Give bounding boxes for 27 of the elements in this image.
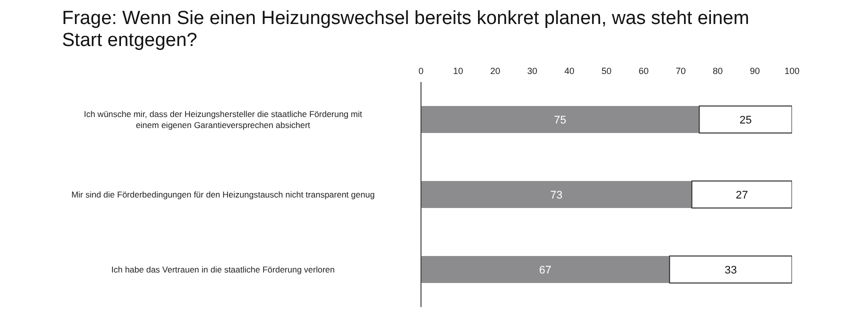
x-tick-label: 60	[638, 66, 649, 76]
x-tick-label: 30	[527, 66, 538, 76]
data-label: 25	[740, 114, 752, 126]
bar	[698, 106, 792, 134]
x-tick-label: 40	[564, 66, 574, 76]
x-tick-label: 10	[453, 66, 464, 76]
y-tick-label: Ich habe das Vertrauen in die staatliche Förderung verloren	[111, 264, 336, 274]
x-tick-label: 50	[601, 66, 612, 76]
bar	[421, 106, 700, 133]
x-tick-label: 90	[750, 66, 760, 76]
data-label: 33	[724, 264, 737, 276]
x-tick-label: 70	[676, 66, 686, 76]
x-tick-label: 100	[784, 66, 800, 76]
x-tick-label: 80	[712, 66, 723, 76]
y-tick-label: Ich wünsche mir, dass der Heizungshersteller die staatliche Förderung mit einem eigenen Garantieversprechen absichert	[84, 109, 363, 130]
bar	[421, 256, 670, 283]
chart-title: Frage: Wenn Sie einen Heizungswechsel bereits konkret planen, was steht einem Start entgegen?	[62, 8, 750, 52]
bar	[421, 181, 692, 208]
x-tick-label: 0	[418, 66, 424, 76]
data-label: 67	[539, 264, 552, 276]
data-label: 75	[554, 114, 566, 126]
bar	[669, 256, 792, 284]
bar	[691, 180, 792, 208]
y-tick-label: Mir sind die Förderbedingungen für den Heizungstausch nicht transparent genug	[71, 190, 375, 200]
x-tick-label: 20	[490, 66, 500, 76]
data-label: 73	[550, 189, 563, 202]
data-label: 27	[736, 189, 748, 202]
